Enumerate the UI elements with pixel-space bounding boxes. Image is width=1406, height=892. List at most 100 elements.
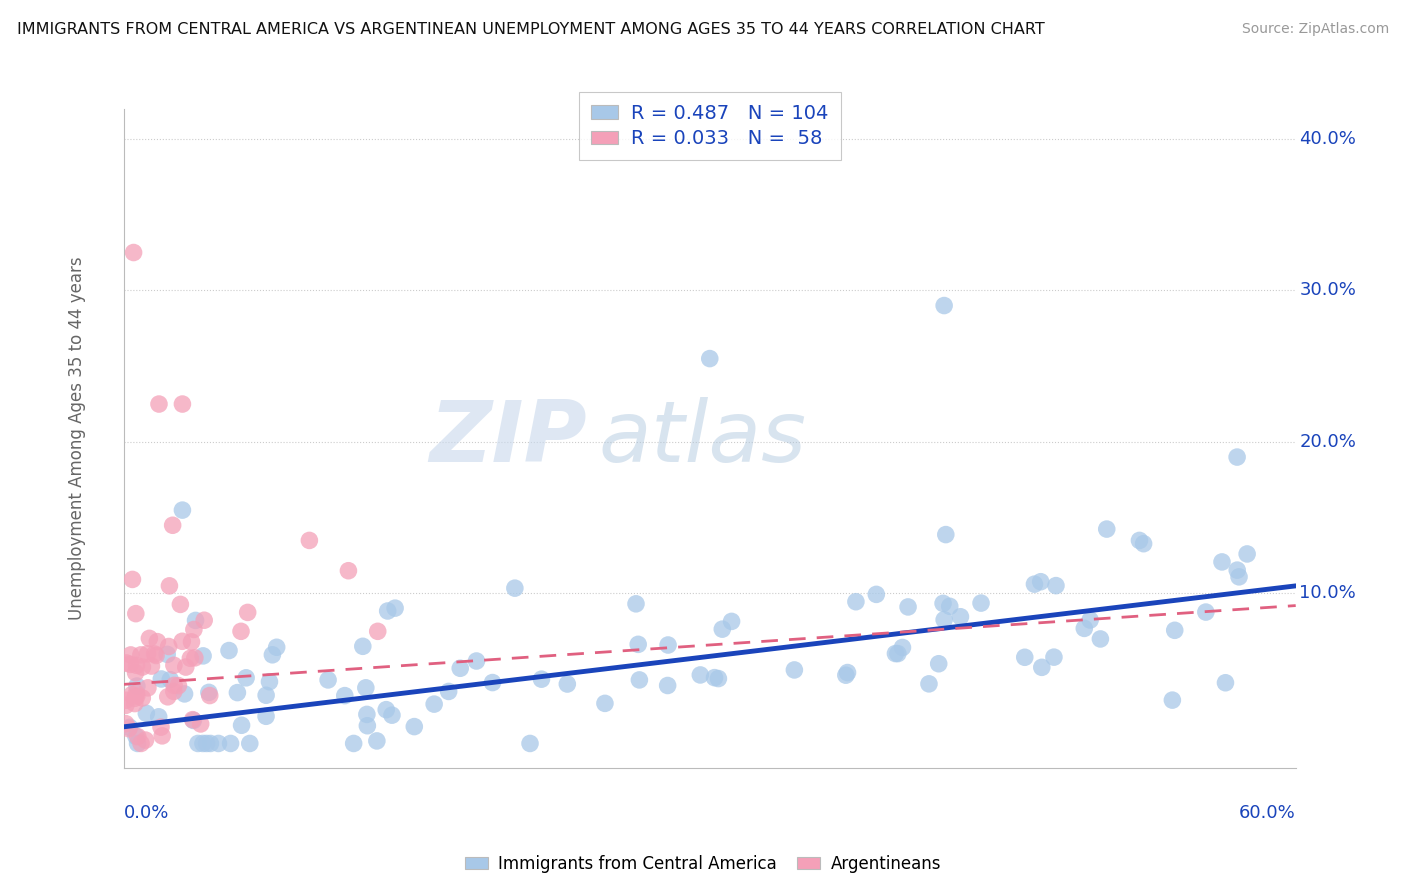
Point	[136, 681, 159, 695]
Point	[835, 668, 858, 682]
Point	[1164, 624, 1187, 638]
Point	[934, 299, 956, 313]
Point	[156, 648, 179, 662]
Point	[949, 609, 972, 624]
Point	[1029, 574, 1052, 589]
Point	[337, 564, 360, 578]
Point	[162, 518, 184, 533]
Point	[187, 736, 209, 750]
Point	[163, 658, 186, 673]
Point	[180, 635, 202, 649]
Point	[1043, 650, 1066, 665]
Text: 30.0%: 30.0%	[1299, 281, 1357, 300]
Point	[191, 648, 214, 663]
Point	[1211, 555, 1233, 569]
Point	[699, 351, 721, 366]
Point	[298, 533, 321, 548]
Point	[707, 672, 730, 686]
Point	[150, 672, 173, 686]
Point	[891, 640, 914, 655]
Point	[657, 638, 679, 652]
Point	[179, 651, 201, 665]
Point	[1078, 613, 1101, 627]
Point	[207, 736, 229, 750]
Point	[219, 736, 242, 750]
Point	[127, 730, 149, 744]
Text: atlas: atlas	[599, 397, 807, 480]
Point	[125, 686, 148, 700]
Point	[173, 687, 195, 701]
Point	[125, 730, 148, 744]
Legend: Immigrants from Central America, Argentineans: Immigrants from Central America, Argenti…	[458, 848, 948, 880]
Point	[1227, 570, 1250, 584]
Text: 10.0%: 10.0%	[1299, 584, 1355, 602]
Point	[198, 685, 221, 699]
Point	[156, 690, 179, 704]
Point	[366, 734, 388, 748]
Point	[181, 713, 204, 727]
Point	[218, 643, 240, 657]
Point	[316, 673, 339, 687]
Point	[127, 736, 149, 750]
Point	[129, 736, 152, 750]
Point	[183, 714, 205, 728]
Point	[343, 736, 366, 750]
Text: 0.0%: 0.0%	[124, 804, 169, 822]
Point	[939, 599, 962, 614]
Point	[163, 684, 186, 698]
Point	[703, 671, 725, 685]
Point	[125, 607, 148, 621]
Point	[118, 722, 141, 736]
Point	[381, 708, 404, 723]
Point	[191, 736, 214, 750]
Point	[136, 647, 159, 661]
Point	[624, 597, 647, 611]
Point	[143, 647, 166, 661]
Point	[404, 720, 426, 734]
Point	[254, 709, 277, 723]
Point	[114, 698, 136, 713]
Point	[157, 640, 180, 654]
Point	[159, 673, 181, 687]
Point	[928, 657, 950, 671]
Point	[118, 720, 141, 734]
Point	[934, 613, 956, 627]
Point	[125, 689, 148, 703]
Point	[1095, 522, 1118, 536]
Point	[125, 679, 148, 693]
Point	[134, 733, 156, 747]
Point	[1128, 533, 1150, 548]
Point	[138, 632, 160, 646]
Point	[657, 679, 679, 693]
Point	[150, 729, 173, 743]
Point	[1226, 563, 1249, 577]
Point	[720, 615, 742, 629]
Point	[865, 587, 887, 601]
Point	[970, 596, 993, 610]
Point	[266, 640, 288, 655]
Point	[837, 665, 859, 680]
Point	[120, 657, 142, 672]
Point	[198, 689, 221, 703]
Point	[628, 673, 651, 687]
Point	[352, 640, 374, 654]
Point	[1236, 547, 1258, 561]
Point	[183, 623, 205, 637]
Point	[1014, 650, 1036, 665]
Point	[129, 648, 152, 662]
Text: 60.0%: 60.0%	[1239, 804, 1296, 822]
Point	[124, 697, 146, 711]
Text: IMMIGRANTS FROM CENTRAL AMERICA VS ARGENTINEAN UNEMPLOYMENT AMONG AGES 35 TO 44 : IMMIGRANTS FROM CENTRAL AMERICA VS ARGEN…	[17, 22, 1045, 37]
Point	[1215, 675, 1237, 690]
Text: Unemployment Among Ages 35 to 44 years: Unemployment Among Ages 35 to 44 years	[67, 256, 86, 620]
Point	[354, 681, 377, 695]
Point	[145, 648, 167, 663]
Point	[259, 674, 281, 689]
Point	[114, 693, 136, 707]
Point	[1161, 693, 1184, 707]
Text: 20.0%: 20.0%	[1299, 433, 1357, 451]
Point	[423, 697, 446, 711]
Point	[481, 675, 503, 690]
Point	[124, 665, 146, 680]
Text: Source: ZipAtlas.com: Source: ZipAtlas.com	[1241, 22, 1389, 37]
